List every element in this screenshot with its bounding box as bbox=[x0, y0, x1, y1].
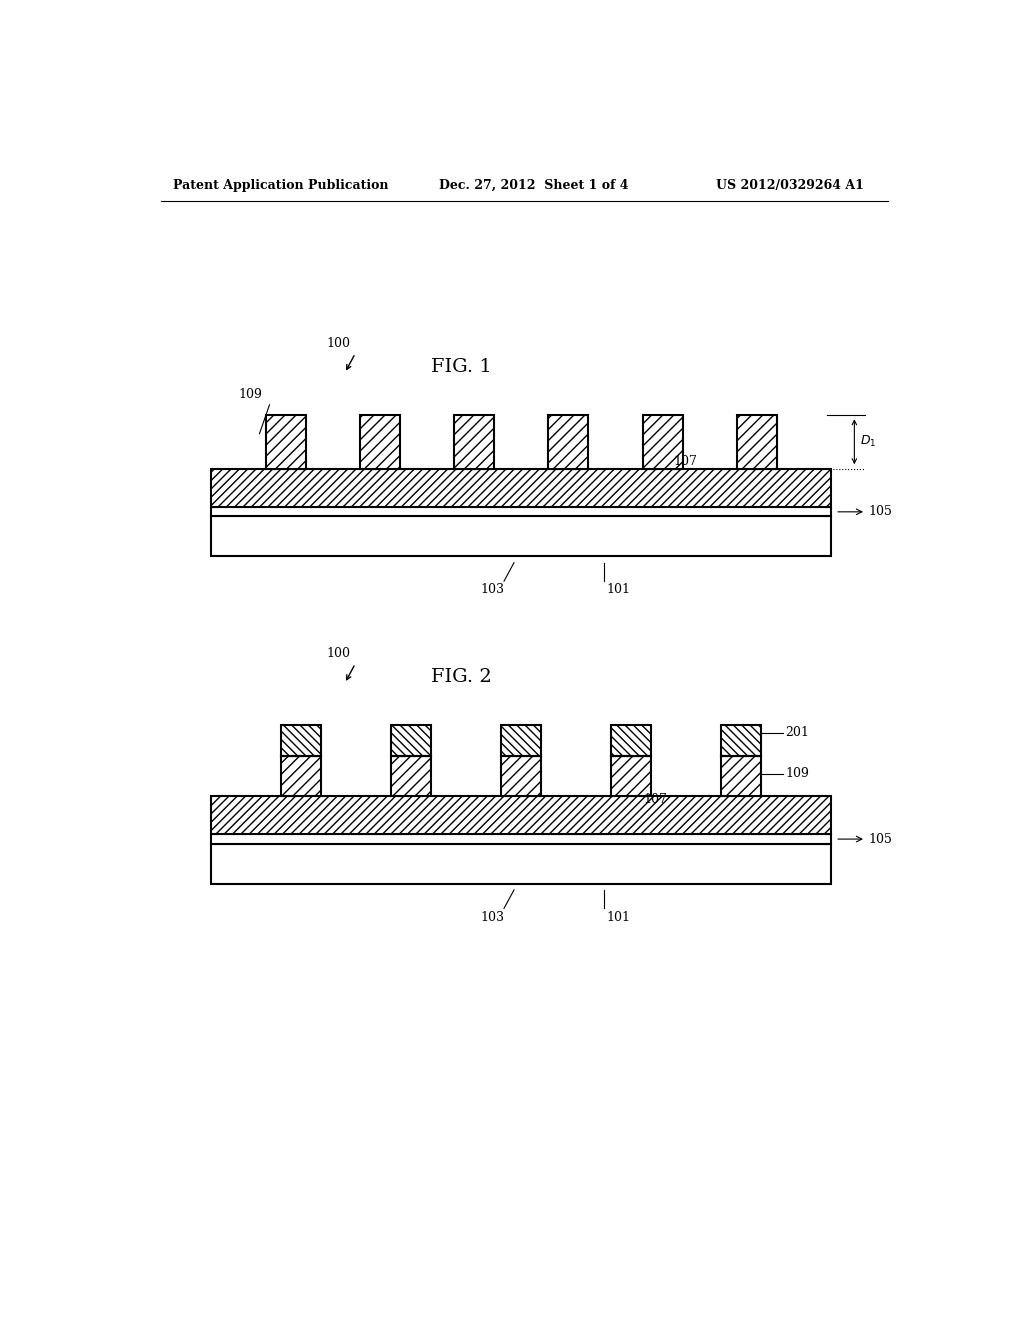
Bar bbox=[611, 725, 651, 756]
Text: 109: 109 bbox=[785, 767, 809, 780]
Bar bbox=[737, 414, 777, 469]
Bar bbox=[211, 843, 831, 884]
Text: 100: 100 bbox=[327, 647, 351, 660]
Text: 103: 103 bbox=[481, 583, 505, 597]
Text: 107: 107 bbox=[674, 455, 697, 469]
Bar bbox=[502, 725, 542, 756]
Bar bbox=[611, 756, 651, 796]
Bar bbox=[721, 725, 761, 756]
Bar bbox=[502, 756, 542, 796]
Bar bbox=[359, 414, 400, 469]
Text: FIG. 1: FIG. 1 bbox=[431, 358, 492, 376]
Text: Dec. 27, 2012  Sheet 1 of 4: Dec. 27, 2012 Sheet 1 of 4 bbox=[438, 178, 628, 191]
Text: US 2012/0329264 A1: US 2012/0329264 A1 bbox=[716, 178, 863, 191]
Bar bbox=[211, 834, 831, 843]
Text: 100: 100 bbox=[327, 337, 351, 350]
Bar bbox=[721, 756, 761, 796]
Bar bbox=[282, 756, 322, 796]
Bar bbox=[282, 725, 322, 756]
Bar bbox=[455, 414, 495, 469]
Text: Patent Application Publication: Patent Application Publication bbox=[173, 178, 388, 191]
Text: 103: 103 bbox=[481, 911, 505, 924]
Bar bbox=[211, 469, 831, 507]
Bar bbox=[211, 796, 831, 834]
Bar bbox=[549, 414, 589, 469]
Text: 201: 201 bbox=[785, 726, 809, 739]
Bar bbox=[391, 756, 431, 796]
Text: FIG. 2: FIG. 2 bbox=[431, 668, 492, 686]
Bar bbox=[211, 516, 831, 557]
Text: 107: 107 bbox=[644, 793, 668, 805]
Bar bbox=[643, 414, 683, 469]
Bar bbox=[265, 414, 306, 469]
Text: 101: 101 bbox=[606, 583, 631, 597]
Bar bbox=[391, 725, 431, 756]
Text: 101: 101 bbox=[606, 911, 631, 924]
Text: 105: 105 bbox=[868, 833, 892, 846]
Text: $D_1$: $D_1$ bbox=[860, 434, 877, 449]
Bar bbox=[211, 507, 831, 516]
Text: 105: 105 bbox=[868, 506, 892, 519]
Text: 109: 109 bbox=[239, 388, 262, 401]
